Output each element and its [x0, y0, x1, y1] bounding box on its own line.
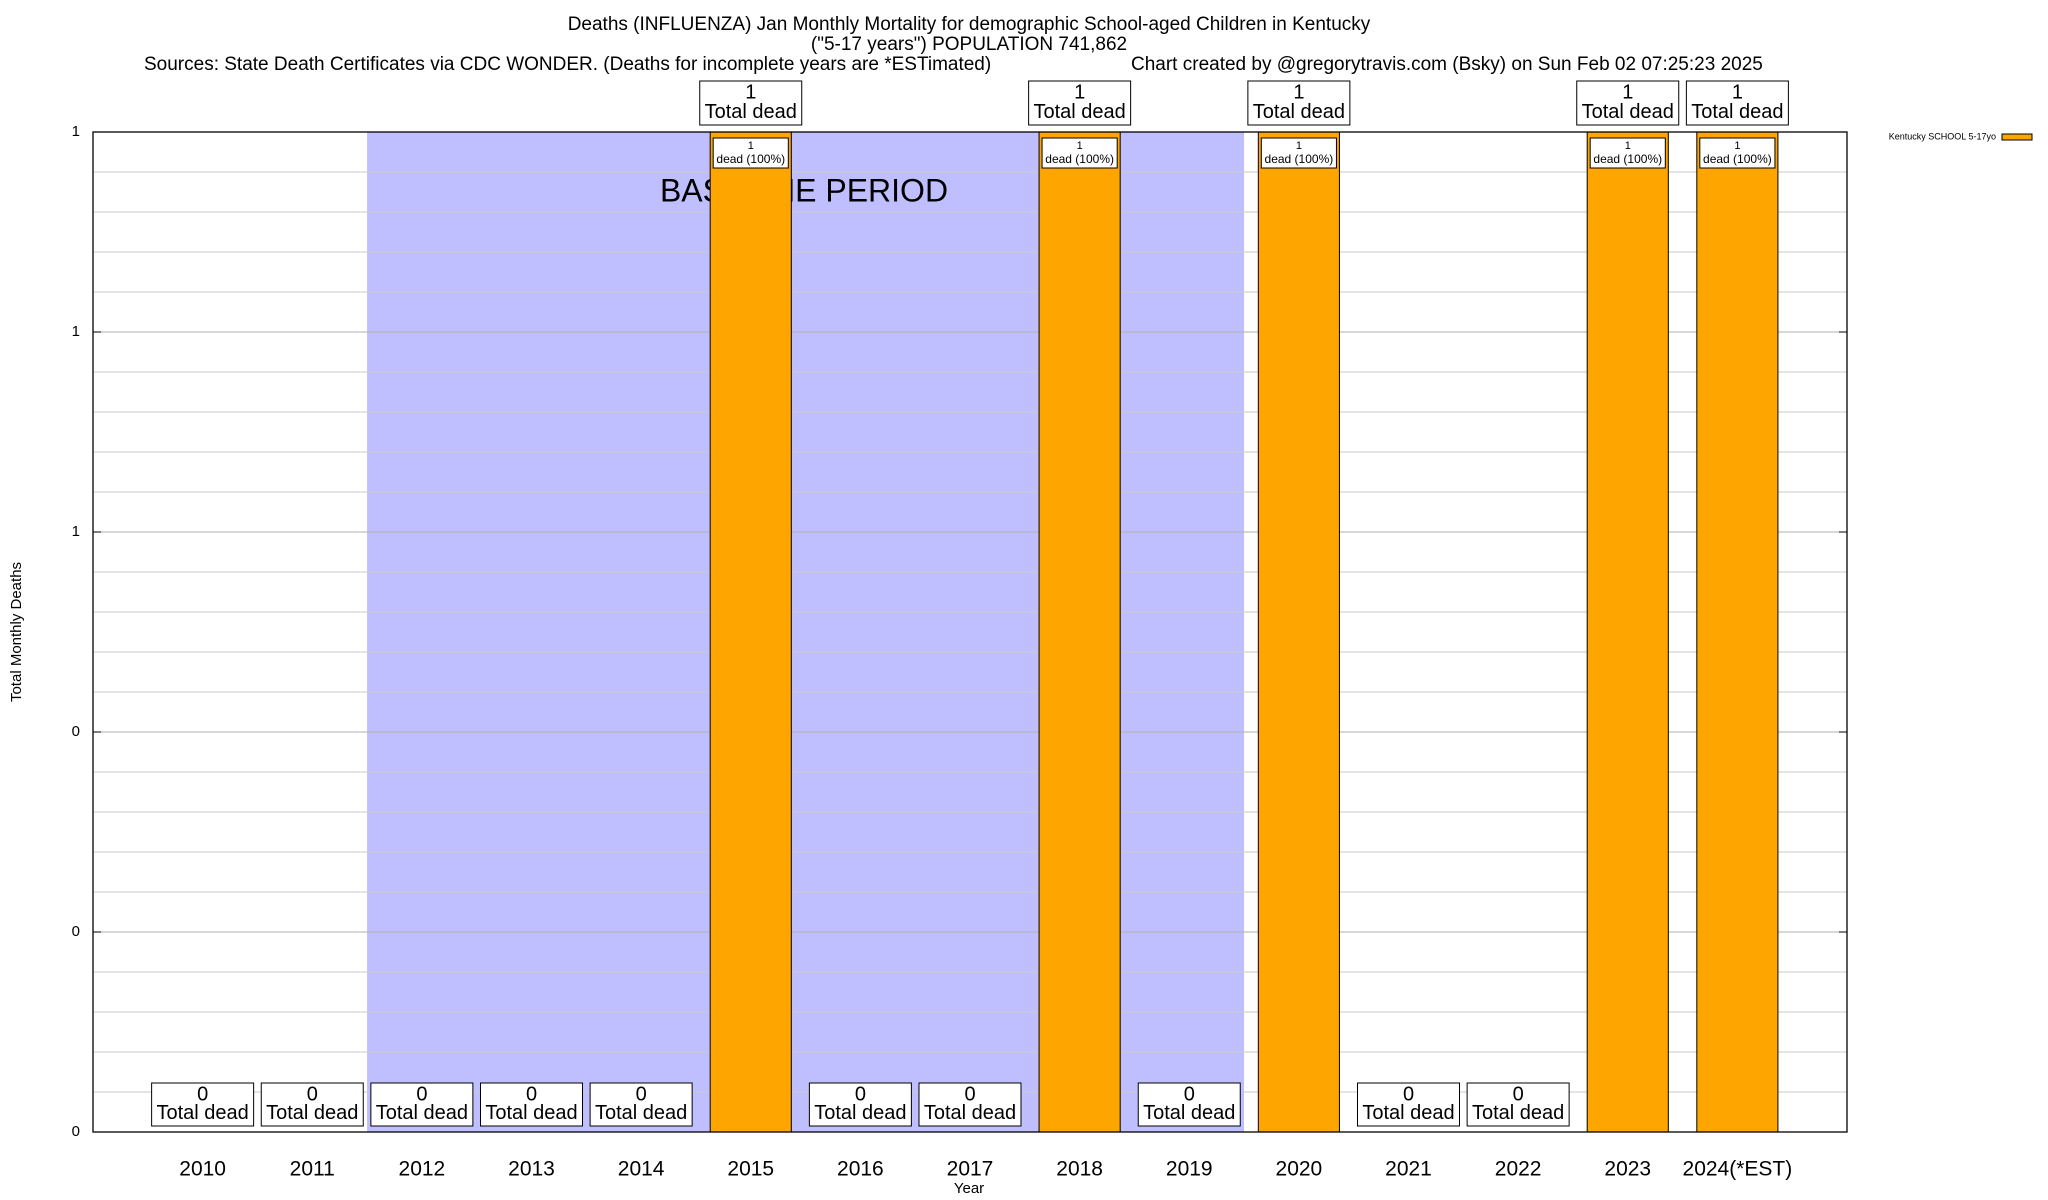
inner-value-label: 1: [1734, 140, 1740, 152]
inner-value-label: 1: [1296, 140, 1302, 152]
label-box: [1466, 1082, 1570, 1127]
x-tick-label: 2014: [618, 1158, 665, 1181]
value-label: 0: [636, 1083, 647, 1105]
total-label: Total dead: [1582, 101, 1674, 123]
label-box: [1247, 80, 1351, 126]
total-label: Total dead: [485, 1102, 577, 1124]
label-box: [918, 1082, 1022, 1127]
plot-frame: [92, 131, 1848, 1133]
inner-label: dead (100%): [1265, 152, 1334, 166]
x-tick-label: 2016: [837, 1158, 884, 1181]
x-tick-label: 2023: [1604, 1158, 1651, 1181]
label-box: [260, 1082, 364, 1127]
y-tick-label: 1: [72, 123, 80, 140]
x-tick-label: 2010: [179, 1158, 226, 1181]
value-label: 0: [416, 1083, 427, 1105]
label-box: [1576, 80, 1680, 126]
total-label: Total dead: [376, 1102, 468, 1124]
bar: [1586, 131, 1669, 1133]
value-label: 0: [1513, 1083, 1524, 1105]
value-label: 0: [526, 1083, 537, 1105]
inner-value-label: 1: [1077, 140, 1083, 152]
inner-label-box: [1260, 137, 1337, 169]
inner-label: dead (100%): [1045, 152, 1114, 166]
inner-label-box: [1041, 137, 1118, 169]
total-label: Total dead: [156, 1102, 248, 1124]
x-tick-label: 2013: [508, 1158, 555, 1181]
chart-title: Deaths (INFLUENZA) Jan Monthly Mortality…: [568, 14, 1371, 35]
legend-label: Kentucky SCHOOL 5-17yo: [1889, 131, 1996, 141]
x-tick-label: 2011: [290, 1158, 335, 1181]
total-label: Total dead: [1362, 1102, 1454, 1124]
label-box: [699, 80, 803, 126]
value-label: 1: [1622, 82, 1633, 104]
bar: [1038, 131, 1121, 1133]
x-tick-label: 2018: [1056, 1158, 1103, 1181]
y-tick-label: 0: [72, 923, 80, 940]
inner-label-box: [1699, 137, 1776, 169]
inner-label: dead (100%): [1703, 152, 1772, 166]
y-tick-label: 1: [72, 523, 80, 540]
x-axis-label: Year: [954, 1180, 984, 1197]
inner-value-label: 1: [748, 140, 754, 152]
y-axis-label: Total Monthly Deaths: [8, 562, 25, 702]
total-label: Total dead: [1691, 101, 1783, 123]
value-label: 0: [197, 1083, 208, 1105]
bar: [1257, 131, 1340, 1133]
value-label: 1: [745, 82, 756, 104]
value-label: 1: [1732, 82, 1743, 104]
inner-label-box: [712, 137, 789, 169]
x-tick-label: 2019: [1166, 1158, 1213, 1181]
label-box: [151, 1082, 255, 1127]
label-box: [589, 1082, 693, 1127]
inner-label: dead (100%): [1593, 152, 1662, 166]
label-box: [370, 1082, 474, 1127]
total-label: Total dead: [1472, 1102, 1564, 1124]
value-label: 0: [1403, 1083, 1414, 1105]
label-box: [1357, 1082, 1460, 1127]
total-label: Total dead: [705, 101, 797, 123]
x-tick-label: 2017: [947, 1158, 994, 1181]
value-label: 0: [964, 1083, 975, 1105]
x-tick-label: 2015: [727, 1158, 774, 1181]
value-label: 1: [1074, 82, 1085, 104]
bar: [1696, 131, 1779, 1133]
x-tick-label: 2021: [1385, 1158, 1432, 1181]
total-label: Total dead: [924, 1102, 1016, 1124]
value-label: 1: [1293, 82, 1304, 104]
inner-label: dead (100%): [716, 152, 785, 166]
total-label: Total dead: [1253, 101, 1345, 123]
label-box: [1685, 80, 1789, 126]
label-box: [808, 1082, 912, 1127]
label-box: [1137, 1082, 1241, 1127]
total-label: Total dead: [266, 1102, 358, 1124]
legend-swatch: [2001, 133, 2033, 141]
sources: Sources: State Death Certificates via CD…: [144, 54, 991, 75]
x-tick-label: 2020: [1276, 1158, 1323, 1181]
value-label: 0: [307, 1083, 318, 1105]
value-label: 0: [855, 1083, 866, 1105]
baseline-label: BASELINE PERIOD: [660, 172, 948, 208]
total-label: Total dead: [1033, 101, 1125, 123]
inner-label-box: [1589, 137, 1666, 169]
total-label: Total dead: [595, 1102, 687, 1124]
chart-subtitle: ("5-17 years") POPULATION 741,862: [811, 34, 1127, 55]
y-tick-label: 1: [72, 323, 80, 340]
total-label: Total dead: [1143, 1102, 1235, 1124]
x-tick-label: 2024(*EST): [1683, 1158, 1793, 1181]
bar: [709, 131, 792, 1133]
y-tick-label: 0: [72, 723, 80, 740]
y-tick-label: 0: [72, 1123, 80, 1140]
value-label: 0: [1184, 1083, 1195, 1105]
total-label: Total dead: [814, 1102, 906, 1124]
label-box: [1028, 80, 1132, 126]
x-tick-label: 2022: [1495, 1158, 1542, 1181]
label-box: [480, 1082, 583, 1127]
inner-value-label: 1: [1625, 140, 1631, 152]
credit: Chart created by @gregorytravis.com (Bsk…: [1131, 54, 1763, 75]
x-tick-label: 2012: [399, 1158, 446, 1181]
